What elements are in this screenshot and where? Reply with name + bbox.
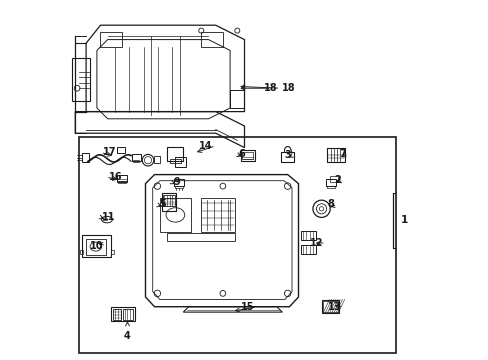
Text: 13: 13: [327, 302, 340, 312]
Text: 4: 4: [124, 331, 131, 341]
Bar: [160, 198, 190, 232]
Bar: [110, 250, 114, 254]
Text: 2: 2: [333, 175, 340, 185]
Bar: [118, 181, 125, 183]
Text: 14: 14: [199, 141, 212, 151]
Bar: [79, 137, 395, 353]
Bar: [321, 300, 339, 313]
Text: 7: 7: [339, 149, 346, 159]
Bar: [86, 239, 106, 255]
Bar: [163, 195, 174, 206]
Bar: [111, 307, 134, 321]
Bar: [175, 186, 183, 188]
Bar: [281, 152, 293, 162]
Bar: [169, 159, 181, 163]
Bar: [133, 160, 139, 162]
Bar: [175, 157, 186, 167]
Bar: [82, 235, 111, 257]
Bar: [201, 32, 223, 47]
Bar: [167, 233, 235, 241]
Text: 8: 8: [327, 199, 334, 210]
Bar: [153, 156, 160, 163]
Text: 18: 18: [282, 83, 295, 93]
Text: 9: 9: [173, 177, 180, 187]
Text: 18: 18: [264, 83, 277, 93]
Bar: [322, 301, 337, 312]
Bar: [123, 309, 132, 320]
Text: 15: 15: [240, 302, 254, 312]
Bar: [301, 245, 315, 254]
Text: 3: 3: [284, 150, 291, 160]
Bar: [241, 150, 255, 161]
Bar: [326, 186, 335, 188]
Text: 6: 6: [238, 149, 244, 159]
Bar: [132, 154, 141, 161]
Bar: [242, 152, 253, 159]
Bar: [230, 90, 244, 108]
Bar: [101, 32, 122, 47]
Bar: [329, 176, 337, 182]
Text: 1: 1: [400, 215, 407, 225]
Bar: [301, 231, 315, 240]
Bar: [325, 179, 335, 186]
Bar: [117, 175, 126, 182]
Text: 5: 5: [159, 199, 165, 210]
Bar: [201, 198, 235, 232]
Bar: [113, 309, 121, 320]
Bar: [117, 147, 124, 153]
Text: 17: 17: [103, 147, 117, 157]
Text: 10: 10: [89, 241, 103, 251]
Bar: [80, 250, 83, 254]
Bar: [167, 147, 183, 161]
Bar: [81, 153, 89, 162]
Text: 12: 12: [309, 238, 322, 248]
Bar: [72, 58, 89, 101]
Bar: [326, 148, 344, 162]
Bar: [162, 193, 176, 211]
Text: 11: 11: [102, 212, 115, 222]
Bar: [174, 179, 184, 186]
Text: 16: 16: [108, 172, 122, 182]
